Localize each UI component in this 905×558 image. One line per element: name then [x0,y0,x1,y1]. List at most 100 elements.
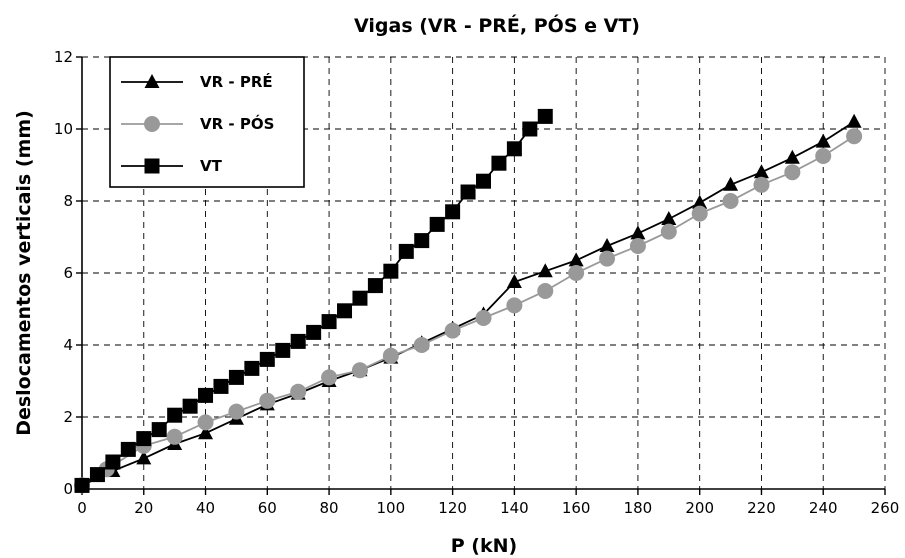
data-point-triangle [815,133,831,148]
legend-marker-triangle [144,74,160,88]
data-point-square [491,155,507,171]
data-point-square [105,454,121,470]
data-point-circle [351,362,368,379]
x-tick-label: 140 [500,499,529,517]
data-point-triangle [537,263,553,278]
data-point-square [290,333,306,349]
x-tick-label: 100 [377,499,406,517]
data-point-circle [722,193,739,209]
data-point-square [151,422,167,438]
data-point-square [136,431,152,447]
data-point-square [275,342,291,358]
y-axis-label: Deslocamentos verticais (mm) [13,110,35,436]
data-point-circle [660,223,677,240]
legend-label: VR - PRÉ [200,72,273,91]
data-point-square [306,324,322,340]
data-point-circle [166,428,183,445]
data-point-square [537,108,553,124]
legend-marker-square [144,158,160,174]
data-point-square [120,441,136,457]
x-tick-label: 0 [77,499,87,517]
data-point-circle [753,176,770,193]
legend-marker-circle [144,116,160,132]
data-point-square [228,369,244,385]
data-point-square [398,243,414,259]
y-tick-label: 6 [63,264,73,282]
data-point-circle [197,414,214,431]
chart-title: Vigas (VR - PRÉ, PÓS e VT) [354,13,640,37]
data-point-triangle [784,149,800,164]
data-point-square [182,398,198,414]
data-point-triangle [506,274,522,288]
x-tick-label: 180 [624,499,653,517]
x-tick-label: 20 [134,499,153,517]
data-point-square [321,314,337,330]
data-point-square [337,303,353,319]
legend-label: VR - PÓS [200,114,274,133]
data-point-circle [321,369,338,386]
data-point-square [460,184,476,200]
x-axis-label: P (kN) [451,535,517,557]
data-point-square [244,360,260,376]
data-point-square [476,173,491,189]
grid-lines [82,56,886,489]
x-tick-label: 120 [438,499,467,517]
data-point-circle [506,297,523,314]
x-tick-label: 220 [747,499,776,517]
data-point-square [89,467,105,483]
data-point-square [414,233,430,249]
data-point-square [259,351,275,367]
data-point-circle [444,322,461,339]
data-point-circle [537,283,554,299]
data-point-circle [691,205,708,222]
data-point-circle [382,347,399,364]
data-point-circle [259,392,276,409]
data-point-square [445,204,461,220]
data-point-triangle [568,252,584,267]
data-point-square [213,378,229,394]
data-point-triangle [630,225,646,240]
x-tick-label: 260 [871,499,900,517]
x-tick-label: 80 [320,499,339,517]
x-tick-label: 240 [809,499,838,517]
data-point-triangle [198,425,214,440]
data-point-square [506,141,522,157]
y-tick-label: 0 [63,480,73,498]
data-point-circle [846,128,863,145]
data-point-triangle [599,238,615,252]
data-point-circle [568,265,585,281]
data-point-square [367,278,383,294]
data-point-triangle [136,450,152,465]
data-point-square [429,216,445,232]
series-square [74,108,553,493]
x-tick-label: 200 [685,499,714,517]
series-layer [74,108,863,494]
data-point-square [167,407,183,423]
data-point-triangle [661,211,677,225]
x-tick-label: 40 [196,499,215,517]
y-tick-label: 4 [63,336,73,354]
data-point-circle [290,383,307,400]
axes [76,56,886,495]
data-point-circle [629,238,646,254]
y-tick-label: 10 [54,120,73,138]
data-point-circle [413,337,430,353]
data-point-triangle [723,176,739,191]
legend-label: VT [200,157,223,175]
y-tick-label: 12 [54,48,73,66]
data-point-triangle [692,194,708,209]
data-point-square [383,263,399,279]
x-tick-label: 60 [258,499,277,517]
y-tick-label: 8 [63,192,73,210]
data-point-circle [228,403,245,420]
data-point-circle [784,164,801,181]
y-tick-labels: 0 2 4 6 8 10 12 [54,48,73,498]
data-point-circle [815,148,832,164]
data-point-square [522,121,538,137]
legend: VR - PRÉ VR - PÓS VT [109,56,305,188]
data-point-circle [475,310,492,326]
data-point-triangle [846,113,862,128]
data-point-circle [599,250,616,267]
data-point-square [198,387,214,403]
